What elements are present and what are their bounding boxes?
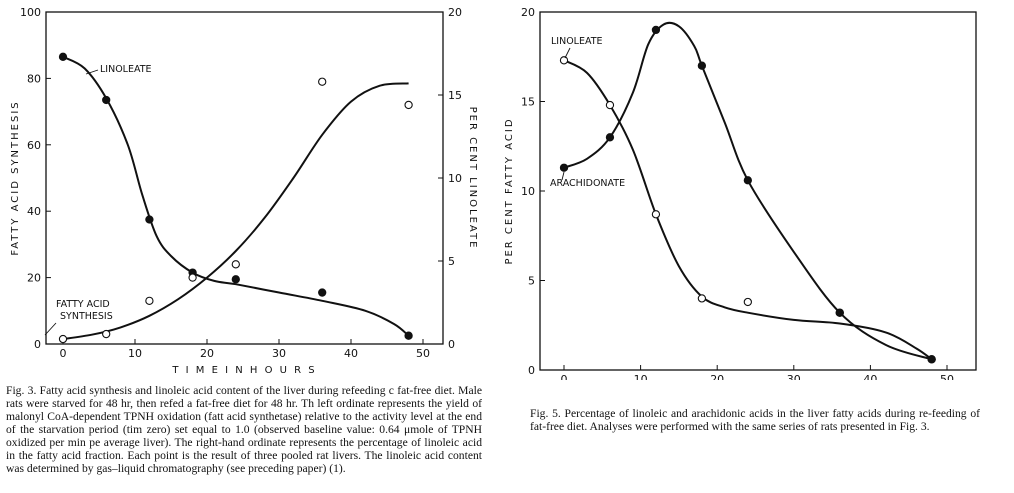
x-tick-label: 10 bbox=[128, 347, 142, 360]
data-point bbox=[651, 25, 661, 35]
x-tick-label: 20 bbox=[200, 347, 214, 360]
y-tick-label: 5 bbox=[528, 275, 535, 288]
label-leader bbox=[44, 322, 57, 336]
y-right-tick-label: 0 bbox=[448, 338, 455, 351]
data-point bbox=[404, 100, 413, 110]
data-point bbox=[651, 210, 661, 219]
y-right-tick-label: 15 bbox=[448, 89, 462, 102]
series-line bbox=[563, 21, 932, 361]
series-label: FATTY ACID bbox=[56, 299, 110, 310]
data-point bbox=[927, 355, 936, 364]
data-point bbox=[605, 100, 615, 110]
series-label: ARACHIDONATE bbox=[550, 178, 625, 189]
data-point bbox=[102, 95, 111, 105]
y-tick-label: 20 bbox=[521, 6, 535, 19]
label-leader bbox=[564, 47, 571, 59]
data-point bbox=[743, 297, 752, 307]
data-point bbox=[145, 215, 154, 224]
data-point bbox=[559, 56, 569, 65]
data-point bbox=[102, 329, 111, 339]
series-label: LINOLEATE bbox=[100, 64, 152, 75]
series-label: LINOLEATE bbox=[551, 36, 603, 47]
x-tick-label: 40 bbox=[344, 347, 358, 360]
data-point bbox=[559, 163, 569, 172]
series-label: SYNTHESIS bbox=[60, 311, 113, 322]
y-tick-label: 60 bbox=[27, 139, 41, 152]
y-right-tick-label: 5 bbox=[448, 255, 455, 268]
data-point bbox=[231, 260, 240, 269]
y-tick-label: 15 bbox=[521, 96, 535, 109]
y-tick-label: 80 bbox=[27, 72, 41, 85]
figure-3-chart: 0 10 20 30 40 50 0 20 40 60 80 100 0 5 10 15 20 T I M E I… bbox=[10, 6, 478, 376]
data-point bbox=[318, 288, 327, 297]
data-point bbox=[188, 273, 197, 282]
data-point bbox=[835, 308, 844, 317]
y-tick-label: 0 bbox=[528, 364, 535, 377]
data-point bbox=[58, 52, 68, 61]
figure-3-caption: Fig. 3. Fatty acid synthesis and linolei… bbox=[6, 384, 482, 475]
x-tick-label: 10 bbox=[634, 373, 648, 380]
plot-frame bbox=[539, 11, 977, 371]
y-tick-label: 10 bbox=[521, 185, 535, 198]
data-point bbox=[58, 334, 68, 344]
series-line bbox=[563, 59, 933, 361]
y-tick-label: 100 bbox=[20, 6, 41, 19]
y-right-tick-label: 20 bbox=[448, 6, 462, 19]
x-tick-label: 0 bbox=[561, 373, 568, 380]
x-tick-label: 50 bbox=[416, 347, 430, 360]
data-point bbox=[697, 61, 707, 70]
series-line bbox=[62, 55, 410, 337]
data-point bbox=[404, 331, 413, 340]
data-point bbox=[231, 275, 240, 284]
x-tick-label: 0 bbox=[60, 347, 67, 360]
plot-frame bbox=[45, 11, 444, 345]
x-tick-label: 40 bbox=[863, 373, 877, 380]
y-right-tick-label: 10 bbox=[448, 172, 462, 185]
y-right-axis-title: PER CENT LINOLEATE bbox=[467, 107, 478, 250]
x-tick-label: 30 bbox=[272, 347, 286, 360]
y-tick-label: 40 bbox=[27, 205, 41, 218]
y-axis-title: FATTY ACID SYNTHESIS bbox=[10, 100, 21, 255]
label-leader bbox=[85, 69, 99, 75]
data-point bbox=[605, 133, 615, 142]
data-point bbox=[743, 176, 752, 185]
x-tick-label: 50 bbox=[940, 373, 954, 380]
data-point bbox=[318, 77, 327, 86]
series-line bbox=[62, 82, 409, 340]
data-point bbox=[697, 294, 707, 303]
label-leader bbox=[561, 171, 565, 181]
y-tick-label: 20 bbox=[27, 272, 41, 285]
y-axis-title: PER CENT FATTY ACID bbox=[504, 117, 515, 264]
figure-5-chart: 0102030405005101520T I M E I N H O U R S… bbox=[504, 6, 977, 380]
y-tick-label: 0 bbox=[34, 338, 41, 351]
data-point bbox=[145, 296, 154, 305]
x-tick-label: 30 bbox=[787, 373, 801, 380]
x-tick-label: 20 bbox=[710, 373, 724, 380]
x-axis-title: T I M E I N H O U R S bbox=[171, 365, 316, 376]
figure-5-caption: Fig. 5. Percentage of linoleic and arach… bbox=[530, 407, 980, 433]
